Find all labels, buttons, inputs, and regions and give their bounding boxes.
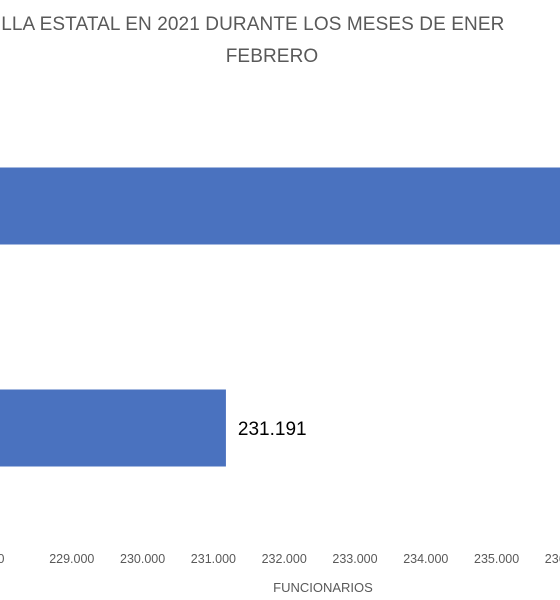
x-tick-label: 231.000 xyxy=(191,552,236,566)
x-axis-title: FUNCIONARIOS xyxy=(273,580,373,595)
x-tick-label: 236.000 xyxy=(545,552,560,566)
x-tick-label: 229.000 xyxy=(49,552,94,566)
x-tick-label: 232.000 xyxy=(262,552,307,566)
x-tick-label: 235.000 xyxy=(474,552,519,566)
chart-title-line-2: FEBRERO xyxy=(225,46,319,67)
chart-title-line-1: NILLA ESTATAL EN 2021 DURANTE LOS MESES … xyxy=(0,14,505,35)
x-tick-label: 0 xyxy=(0,552,5,566)
bar-1 xyxy=(0,167,560,245)
data-label-2: 231.191 xyxy=(238,419,307,440)
x-tick-label: 230.000 xyxy=(120,552,165,566)
x-tick-label: 233.000 xyxy=(332,552,377,566)
bar-2 xyxy=(0,389,226,467)
x-tick-label: 234.000 xyxy=(403,552,448,566)
